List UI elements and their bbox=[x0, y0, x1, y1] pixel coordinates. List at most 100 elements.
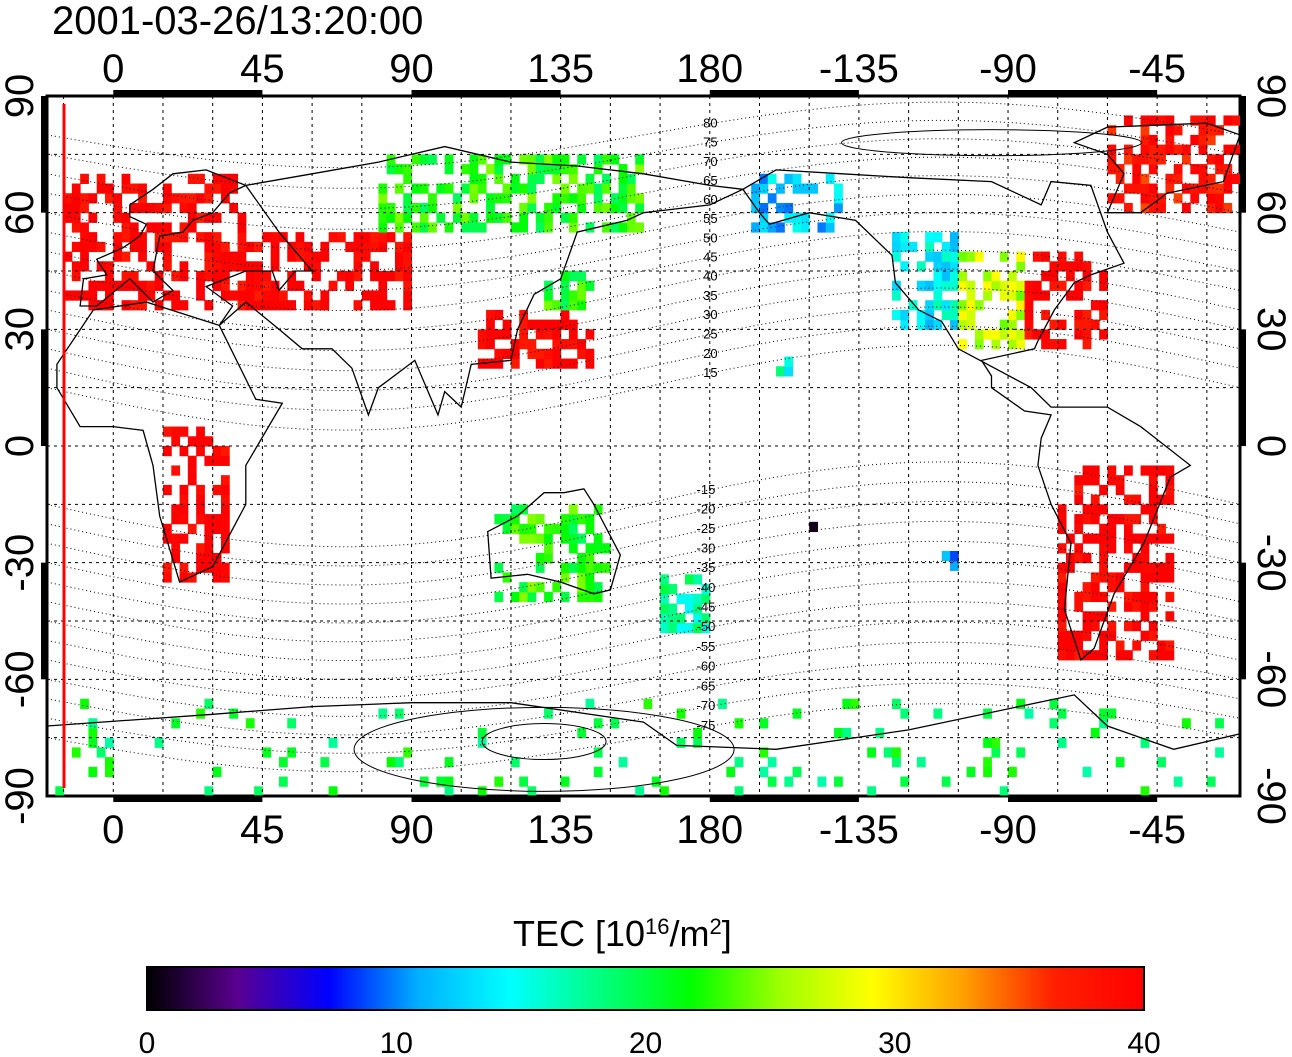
tec-cell bbox=[1115, 640, 1125, 651]
tec-cell bbox=[1215, 747, 1224, 758]
tec-cell bbox=[983, 757, 992, 768]
tec-cell bbox=[544, 552, 553, 564]
tec-cell bbox=[378, 271, 388, 282]
tec-cell bbox=[585, 348, 595, 359]
tec-cell bbox=[88, 232, 98, 243]
tec-cell bbox=[535, 533, 545, 544]
tec-cell bbox=[933, 251, 943, 262]
tec-cell bbox=[1148, 134, 1158, 146]
tec-cell bbox=[121, 232, 131, 243]
tec-cell bbox=[220, 455, 230, 466]
tec-cell bbox=[900, 319, 910, 330]
contour-label: 80 bbox=[703, 116, 717, 131]
axis-bar-bottom bbox=[709, 796, 859, 802]
lon-tick-label-bottom: 135 bbox=[527, 808, 594, 852]
tec-cell bbox=[96, 173, 106, 184]
tec-cell bbox=[245, 261, 255, 272]
tec-cell bbox=[1140, 552, 1150, 564]
tec-cell bbox=[568, 164, 578, 175]
tec-cell bbox=[204, 183, 214, 194]
colorbar-title-mid: /m bbox=[670, 913, 710, 954]
tec-cell bbox=[312, 251, 321, 262]
tec-cell bbox=[1074, 523, 1084, 534]
tec-cell bbox=[1032, 251, 1042, 262]
tec-cell bbox=[104, 280, 114, 291]
tec-cell bbox=[908, 241, 918, 253]
tec-cell bbox=[345, 241, 355, 253]
tec-cell bbox=[220, 514, 230, 525]
tec-cell bbox=[80, 261, 89, 272]
tec-cell bbox=[1074, 475, 1084, 486]
tec-cell bbox=[1148, 144, 1158, 155]
lat-tick-label-right: 0 bbox=[1249, 435, 1292, 457]
tec-cell bbox=[486, 309, 495, 321]
tec-cell bbox=[535, 329, 545, 340]
tec-cell bbox=[577, 591, 587, 603]
tec-cell bbox=[552, 348, 562, 359]
tec-cell bbox=[270, 232, 280, 243]
tec-cell bbox=[1057, 280, 1067, 291]
tec-cell bbox=[394, 757, 404, 768]
lon-tick-label-top: 135 bbox=[527, 47, 594, 91]
tec-cell bbox=[1157, 640, 1166, 651]
axis-bar-left bbox=[41, 96, 47, 213]
tec-cell bbox=[71, 271, 81, 282]
tec-cell bbox=[519, 582, 529, 593]
tec-cell bbox=[933, 261, 943, 272]
tec-cell bbox=[1165, 115, 1175, 126]
tec-cell bbox=[154, 241, 164, 253]
tec-cell bbox=[941, 271, 951, 282]
tec-cell bbox=[759, 766, 769, 778]
tec-cell bbox=[1132, 533, 1142, 544]
tec-cell bbox=[320, 300, 330, 311]
tec-cell bbox=[1115, 173, 1125, 184]
tec-cell bbox=[220, 446, 230, 457]
tec-cell bbox=[162, 193, 172, 204]
tec-cell bbox=[502, 348, 512, 359]
tec-cell bbox=[684, 603, 694, 614]
tec-cell bbox=[610, 222, 620, 233]
tec-cell bbox=[502, 183, 512, 194]
tec-cell bbox=[121, 271, 131, 282]
tec-cell bbox=[196, 436, 205, 447]
tec-cell bbox=[179, 426, 189, 437]
tec-cell bbox=[950, 300, 959, 311]
tec-cell bbox=[71, 241, 81, 253]
tec-cell bbox=[179, 232, 189, 243]
tec-cell bbox=[1132, 514, 1142, 525]
tec-cell bbox=[162, 183, 172, 194]
tec-cell bbox=[1016, 309, 1026, 321]
tec-cell bbox=[204, 523, 214, 534]
tec-cell bbox=[477, 329, 487, 340]
tec-cell bbox=[1190, 115, 1200, 126]
tec-cell bbox=[162, 222, 172, 233]
tec-cell bbox=[486, 164, 495, 175]
tec-cell bbox=[1107, 621, 1117, 632]
tec-cell bbox=[1107, 630, 1117, 641]
mlat-contour bbox=[47, 287, 1240, 372]
tec-cell bbox=[759, 173, 769, 184]
tec-cell bbox=[941, 280, 951, 291]
tec-cell bbox=[983, 280, 992, 291]
tec-cell bbox=[519, 591, 529, 603]
tec-cell bbox=[585, 173, 595, 184]
tec-cell bbox=[370, 300, 379, 311]
tec-cell bbox=[1165, 494, 1175, 505]
mlat-contour bbox=[47, 231, 1240, 311]
tec-cell bbox=[1082, 611, 1092, 622]
tec-cell bbox=[1148, 601, 1158, 612]
tec-cell bbox=[88, 727, 98, 739]
tec-cell bbox=[1057, 640, 1067, 651]
tec-cell bbox=[196, 484, 205, 496]
tec-cell bbox=[784, 212, 794, 223]
map-axes: 0 0 45 45 90 90 135 135 180 180 -135 -135 -90 -90 -45 -… bbox=[0, 47, 1292, 852]
tec-cell bbox=[999, 290, 1009, 301]
tec-cell bbox=[477, 154, 487, 165]
tec-cell bbox=[892, 747, 901, 758]
tec-cell bbox=[1124, 202, 1133, 214]
tec-cell bbox=[328, 232, 338, 243]
tec-cell bbox=[1140, 562, 1150, 573]
tec-cell bbox=[1032, 280, 1042, 291]
tec-cell bbox=[527, 339, 537, 350]
tec-cell bbox=[560, 154, 570, 165]
